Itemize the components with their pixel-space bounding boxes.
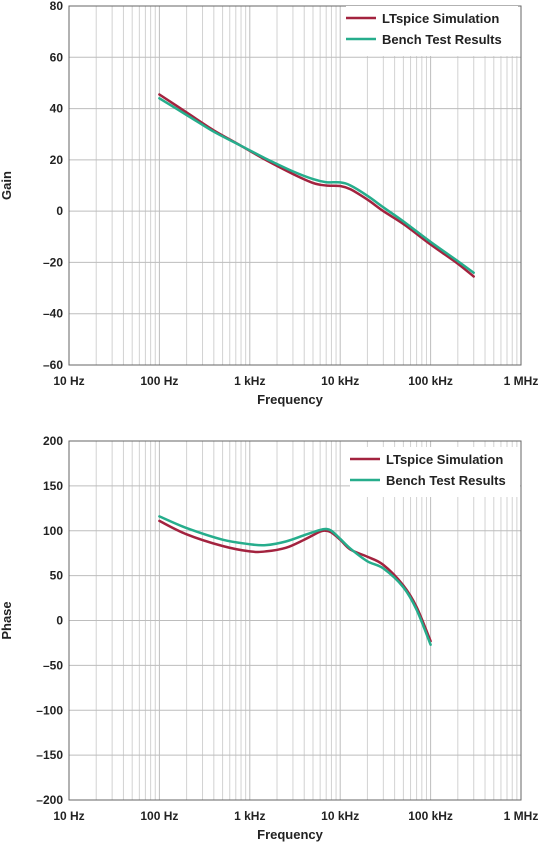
phase-x-axis-label: Frequency — [257, 827, 324, 842]
phase-y-tick-label: 0 — [56, 614, 63, 628]
gain-series-bench-test-results — [158, 97, 475, 274]
phase-y-tick-label: –200 — [36, 793, 63, 807]
gain-y-tick-label: 0 — [56, 204, 63, 218]
gain-y-tick-label: 20 — [50, 153, 64, 167]
gain-x-tick-label: 10 kHz — [321, 374, 359, 388]
gain-y-axis-label: Gain — [0, 171, 14, 200]
phase-x-tick-label: 10 Hz — [53, 809, 84, 823]
gain-chart: 80 60 40 20 0 –20 –40 –60 10 Hz 100 Hz 1 kHz 10 kHz… — [0, 0, 539, 407]
phase-x-tick-label: 1 kHz — [234, 809, 265, 823]
gain-legend-background — [346, 6, 518, 56]
phase-legend-label-ltspice-simulation: LTspice Simulation — [386, 452, 503, 467]
phase-plot-frame — [68, 440, 522, 801]
gain-plot-frame — [68, 5, 522, 366]
phase-y-tick-label: 50 — [50, 569, 64, 583]
phase-grid — [68, 440, 522, 801]
gain-x-tick-label: 100 Hz — [140, 374, 178, 388]
phase-y-tick-label: –150 — [36, 748, 63, 762]
gain-y-tick-label: 40 — [50, 102, 64, 116]
phase-series-ltspice-simulation — [158, 519, 432, 643]
gain-y-tick-label: –60 — [43, 358, 63, 372]
gain-legend-label-bench-test-results: Bench Test Results — [382, 32, 502, 47]
gain-x-tick-label: 1 kHz — [234, 374, 265, 388]
phase-x-tick-label: 100 Hz — [140, 809, 178, 823]
phase-x-tick-label: 1 MHz — [504, 809, 539, 823]
gain-x-axis-label: Frequency — [257, 392, 324, 407]
gain-x-tick-label: 1 MHz — [504, 374, 539, 388]
phase-y-axis-label: Phase — [0, 601, 14, 639]
gain-x-tick-label: 10 Hz — [53, 374, 84, 388]
gain-legend-label-ltspice-simulation: LTspice Simulation — [382, 11, 499, 26]
phase-chart: 200 150 100 50 0 –50 –100 –150 –200 10 Hz 100 Hz 1 … — [0, 434, 539, 842]
phase-y-tick-label: –50 — [43, 658, 63, 672]
phase-legend: LTspice Simulation Bench Test Results — [350, 447, 520, 497]
phase-x-tick-label: 10 kHz — [321, 809, 359, 823]
phase-y-tick-label: 100 — [43, 524, 63, 538]
gain-y-tick-label: –40 — [43, 307, 63, 321]
phase-series-bench-test-results — [158, 515, 432, 646]
phase-y-tick-label: 150 — [43, 479, 63, 493]
gain-grid — [68, 5, 522, 366]
gain-legend: LTspice Simulation Bench Test Results — [346, 6, 518, 56]
gain-y-tick-label: 60 — [50, 50, 64, 64]
gain-y-tick-label: 80 — [50, 0, 64, 13]
gain-x-tick-label: 100 kHz — [408, 374, 453, 388]
phase-legend-label-bench-test-results: Bench Test Results — [386, 473, 506, 488]
phase-legend-background — [350, 447, 520, 497]
phase-x-tick-label: 100 kHz — [408, 809, 453, 823]
gain-y-tick-label: –20 — [43, 255, 63, 269]
phase-y-tick-label: –100 — [36, 703, 63, 717]
phase-y-tick-label: 200 — [43, 434, 63, 448]
